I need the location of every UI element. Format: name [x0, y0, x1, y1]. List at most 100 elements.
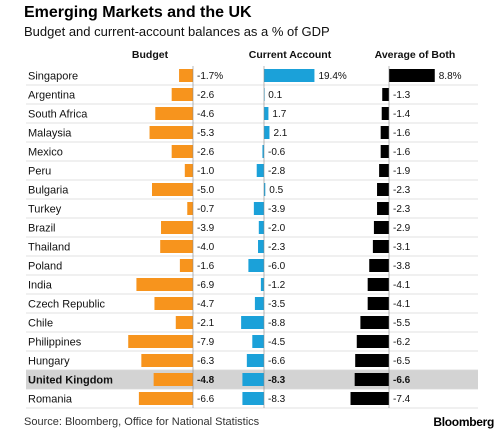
bar [264, 107, 269, 120]
data-label: -6.2 [393, 337, 411, 348]
data-label: -5.3 [197, 128, 215, 139]
data-label: 8.8% [439, 71, 462, 82]
bar [179, 69, 193, 82]
data-label: -1.6 [197, 261, 215, 272]
bar [241, 316, 264, 329]
column-header: Budget [132, 49, 169, 61]
bar [171, 88, 193, 101]
bar [246, 354, 264, 367]
data-label: -3.9 [197, 223, 215, 234]
bar [373, 221, 389, 234]
data-label: -3.1 [393, 242, 411, 253]
chart-subtitle: Budget and current-account balances as a… [24, 24, 330, 39]
data-label: -0.6 [268, 147, 286, 158]
bar [372, 240, 389, 253]
category-label: Chile [28, 318, 53, 330]
data-label: -1.6 [393, 128, 411, 139]
category-label: South Africa [28, 109, 88, 121]
category-label: Czech Republic [28, 299, 106, 311]
bar [171, 145, 193, 158]
data-label: -5.5 [393, 318, 411, 329]
data-label: -1.6 [393, 147, 411, 158]
data-label: 0.5 [269, 185, 283, 196]
bar [179, 259, 193, 272]
bar [264, 183, 266, 196]
bar [161, 221, 193, 234]
data-label: -6.5 [393, 356, 411, 367]
bar [258, 221, 264, 234]
data-label: -4.0 [197, 242, 215, 253]
data-label: -8.8 [268, 318, 286, 329]
category-label: Turkey [28, 204, 62, 216]
column-header: Current Account [249, 49, 332, 61]
data-label: -2.3 [393, 185, 411, 196]
bar [367, 297, 389, 310]
data-label: -3.5 [268, 299, 286, 310]
bar [187, 202, 193, 215]
bar [252, 335, 264, 348]
data-label: -7.4 [393, 394, 411, 405]
category-label: Philippines [28, 337, 82, 349]
bar [141, 354, 193, 367]
source-note: Source: Bloomberg, Office for National S… [24, 416, 260, 428]
data-label: -6.6 [393, 375, 411, 386]
bar [356, 335, 389, 348]
data-label: -1.3 [393, 90, 411, 101]
data-label: -2.6 [197, 147, 215, 158]
category-label: Thailand [28, 242, 70, 254]
data-label: -8.3 [268, 394, 286, 405]
data-label: 1.7 [272, 109, 286, 120]
category-label: Singapore [28, 71, 78, 83]
bar [369, 259, 389, 272]
bar [242, 373, 264, 386]
data-label: -4.1 [393, 280, 411, 291]
data-label: -4.7 [197, 299, 215, 310]
data-label: -3.8 [393, 261, 411, 272]
data-label: -1.2 [268, 280, 286, 291]
bar [381, 107, 389, 120]
bar [184, 164, 193, 177]
bar [258, 240, 264, 253]
bar [254, 297, 264, 310]
bar [160, 240, 193, 253]
data-label: -6.6 [197, 394, 215, 405]
bar [260, 278, 264, 291]
data-label: -1.4 [393, 109, 411, 120]
data-label: -1.7% [197, 71, 223, 82]
data-label: -0.7 [197, 204, 215, 215]
bar [360, 316, 389, 329]
bar [379, 164, 389, 177]
data-label: -2.3 [268, 242, 286, 253]
data-label: 0.1 [268, 90, 282, 101]
data-label: -1.9 [393, 166, 411, 177]
data-label: -2.8 [268, 166, 286, 177]
category-label: India [28, 280, 53, 292]
bar [155, 107, 193, 120]
category-label: Bulgaria [28, 185, 69, 197]
bar [152, 183, 193, 196]
bar [367, 278, 389, 291]
data-label: -2.3 [393, 204, 411, 215]
data-label: -4.8 [197, 375, 215, 386]
bar [248, 259, 264, 272]
data-label: -4.6 [197, 109, 215, 120]
bar [382, 88, 389, 101]
bar [380, 126, 389, 139]
bar [136, 278, 193, 291]
bar [153, 373, 193, 386]
brand-logo-text: Bloomberg [433, 415, 494, 429]
bar [149, 126, 193, 139]
category-label: Mexico [28, 147, 63, 159]
data-label: -6.3 [197, 356, 215, 367]
bar [256, 164, 264, 177]
data-label: -2.9 [393, 223, 411, 234]
bar [355, 354, 389, 367]
data-label: -4.1 [393, 299, 411, 310]
data-label: 19.4% [318, 71, 346, 82]
data-label: -5.0 [197, 185, 215, 196]
data-label: -3.9 [268, 204, 286, 215]
category-label: United Kingdom [28, 375, 113, 387]
category-label: Romania [28, 394, 73, 406]
bar [389, 69, 435, 82]
